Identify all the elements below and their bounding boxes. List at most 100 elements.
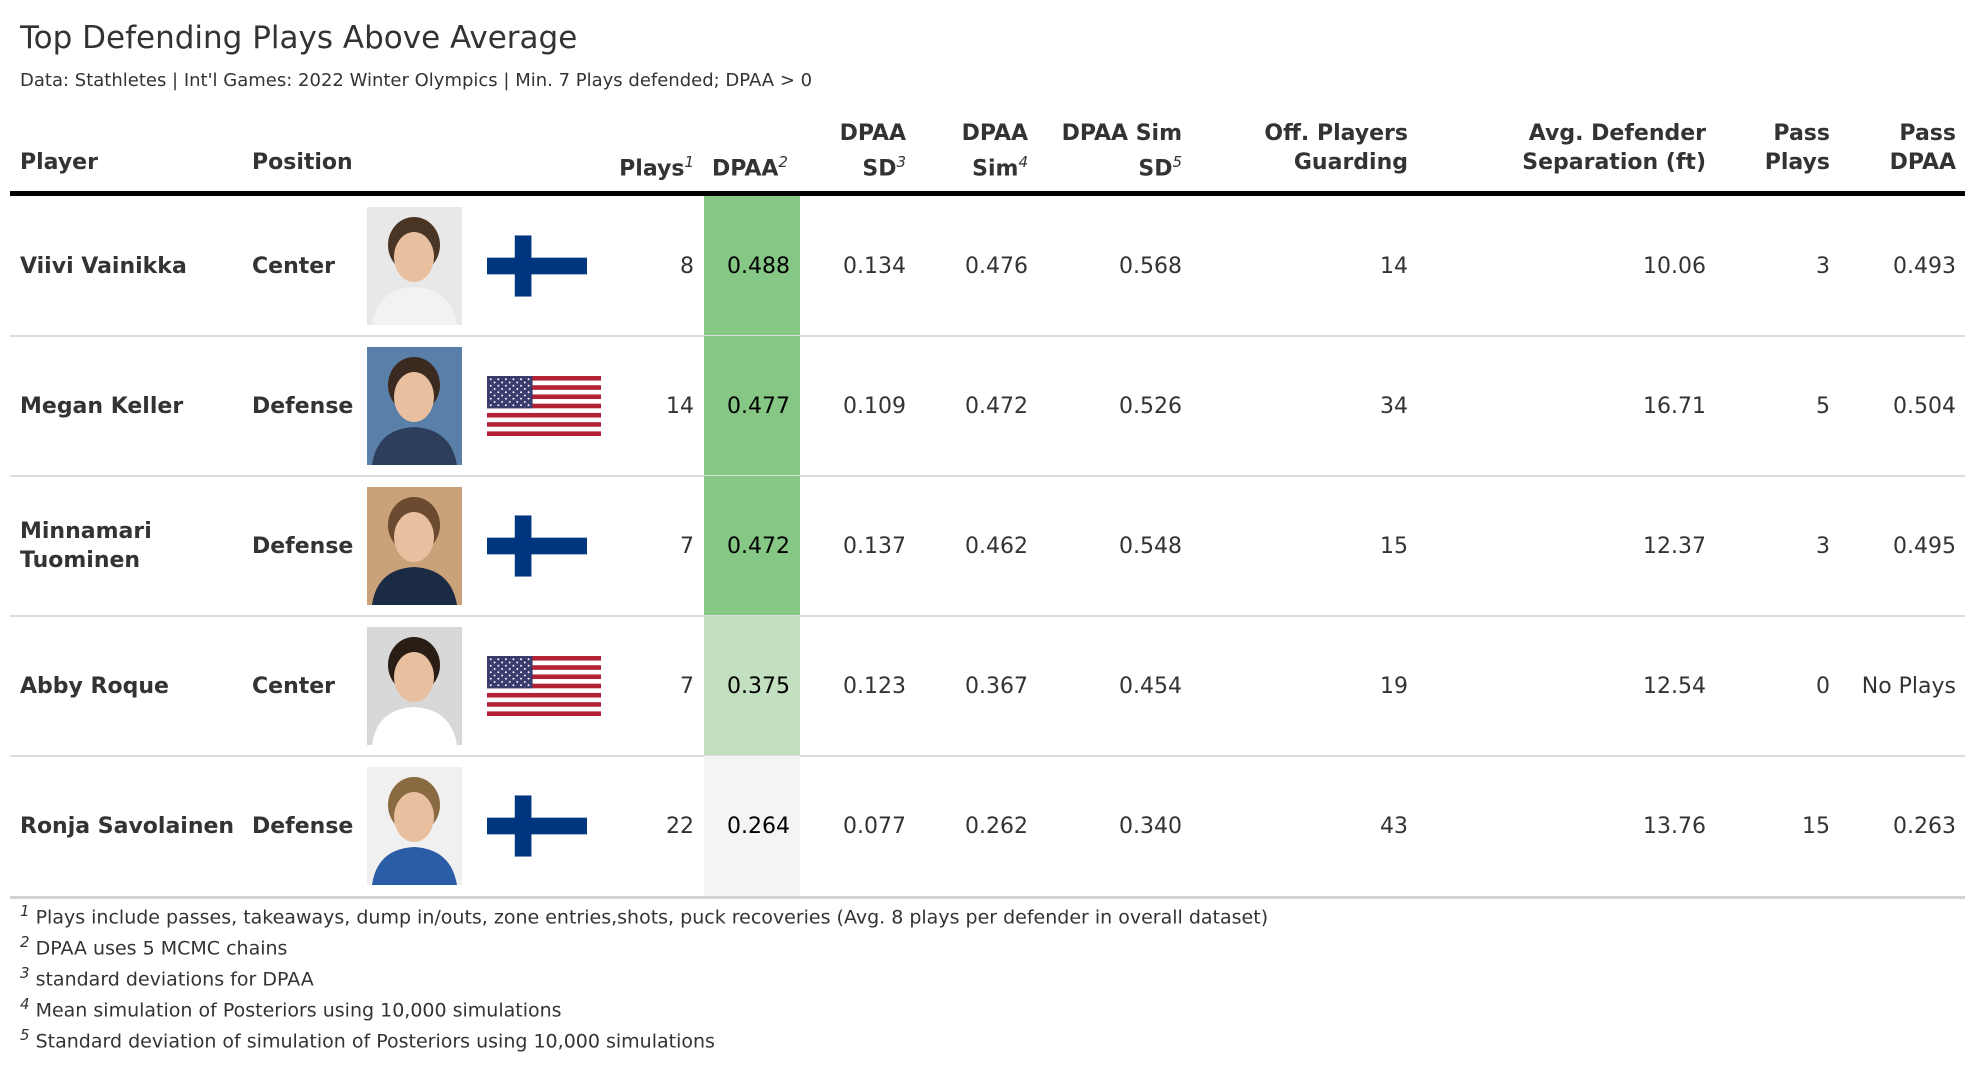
dpaa-sim-sd-value: 0.548 bbox=[1119, 534, 1182, 559]
pass-plays-value: 15 bbox=[1802, 814, 1830, 839]
dpaa-sd-value: 0.123 bbox=[843, 674, 906, 699]
player-name: Viivi Vainikka bbox=[20, 252, 250, 281]
header-dpaa-sim-sd: DPAA Sim SD5 bbox=[1061, 121, 1182, 182]
separation-value: 13.76 bbox=[1643, 814, 1706, 839]
plays-value: 7 bbox=[680, 674, 694, 699]
guarding-value: 15 bbox=[1380, 534, 1408, 559]
player-name: Ronja Savolainen bbox=[20, 812, 250, 841]
player-name: Abby Roque bbox=[20, 672, 250, 701]
dpaa-sim-value: 0.476 bbox=[965, 254, 1028, 279]
guarding-value: 34 bbox=[1380, 394, 1408, 419]
player-name-line: Minnamari bbox=[20, 519, 152, 544]
dpaa-sim-value: 0.462 bbox=[965, 534, 1028, 559]
plays-value: 22 bbox=[666, 814, 694, 839]
header-guarding: Off. Players Guarding bbox=[1264, 121, 1408, 175]
guarding-value: 43 bbox=[1380, 814, 1408, 839]
dpaa-value: 0.264 bbox=[727, 814, 790, 839]
player-name: Megan Keller bbox=[20, 392, 250, 421]
player-position: Defense bbox=[252, 534, 354, 559]
dpaa-value: 0.477 bbox=[727, 394, 790, 419]
row-divider bbox=[10, 475, 1965, 477]
player-photo bbox=[367, 767, 462, 890]
player-photo bbox=[367, 347, 462, 470]
guarding-value: 14 bbox=[1380, 254, 1408, 279]
pass-dpaa-value: 0.493 bbox=[1893, 254, 1956, 279]
pass-dpaa-value: No Plays bbox=[1861, 674, 1956, 699]
dpaa-sim-sd-value: 0.454 bbox=[1119, 674, 1182, 699]
pass-plays-value: 0 bbox=[1816, 674, 1830, 699]
pass-dpaa-value: 0.263 bbox=[1893, 814, 1956, 839]
separation-value: 12.37 bbox=[1643, 534, 1706, 559]
footnote: 1 Plays include passes, takeaways, dump … bbox=[20, 902, 1269, 929]
header-pass-plays: Pass Plays bbox=[1764, 121, 1830, 175]
header-position: Position bbox=[252, 150, 353, 175]
pass-plays-value: 5 bbox=[1816, 394, 1830, 419]
header-dpaa: DPAA2 bbox=[712, 153, 788, 182]
player-name-line: Viivi Vainikka bbox=[20, 254, 187, 279]
row-divider bbox=[10, 615, 1965, 617]
pass-dpaa-value: 0.495 bbox=[1893, 534, 1956, 559]
dpaa-cell-fill bbox=[704, 756, 800, 896]
dpaa-sim-sd-value: 0.526 bbox=[1119, 394, 1182, 419]
dpaa-sim-value: 0.472 bbox=[965, 394, 1028, 419]
player-position: Center bbox=[252, 674, 336, 699]
usa-flag-icon bbox=[487, 656, 601, 721]
dpaa-cell-fill bbox=[704, 476, 800, 616]
finland-flag-icon bbox=[487, 234, 587, 303]
header-plays: Plays1 bbox=[619, 153, 694, 182]
dpaa-value: 0.488 bbox=[727, 254, 790, 279]
dpaa-cell-fill bbox=[704, 336, 800, 476]
dpaa-sim-sd-value: 0.340 bbox=[1119, 814, 1182, 839]
pass-plays-value: 3 bbox=[1816, 254, 1830, 279]
dpaa-cell-fill bbox=[704, 616, 800, 756]
dpaa-sd-value: 0.109 bbox=[843, 394, 906, 419]
dpaa-sim-sd-value: 0.568 bbox=[1119, 254, 1182, 279]
chart-title: Top Defending Plays Above Average bbox=[20, 20, 578, 56]
separation-value: 12.54 bbox=[1643, 674, 1706, 699]
header-player: Player bbox=[20, 150, 98, 175]
plays-value: 8 bbox=[680, 254, 694, 279]
plays-value: 7 bbox=[680, 534, 694, 559]
footnote: 3 standard deviations for DPAA bbox=[20, 964, 314, 991]
header-pass-dpaa: Pass DPAA bbox=[1889, 121, 1956, 175]
dpaa-sd-value: 0.077 bbox=[843, 814, 906, 839]
player-position: Center bbox=[252, 254, 336, 279]
dpaa-sim-value: 0.262 bbox=[965, 814, 1028, 839]
footnote: 2 DPAA uses 5 MCMC chains bbox=[20, 933, 288, 960]
header-separation: Avg. Defender Separation (ft) bbox=[1522, 121, 1706, 175]
player-photo bbox=[367, 487, 462, 610]
player-position: Defense bbox=[252, 394, 354, 419]
chart-subtitle: Data: Stathletes | Int'l Games: 2022 Win… bbox=[20, 70, 813, 91]
dpaa-cell-fill bbox=[704, 196, 800, 336]
player-name: Minnamari Tuominen bbox=[20, 517, 250, 575]
dpaa-sim-value: 0.367 bbox=[965, 674, 1028, 699]
pass-plays-value: 3 bbox=[1816, 534, 1830, 559]
dpaa-value: 0.375 bbox=[727, 674, 790, 699]
player-name-line: Abby Roque bbox=[20, 674, 169, 699]
guarding-value: 19 bbox=[1380, 674, 1408, 699]
footnote: 4 Mean simulation of Posteriors using 10… bbox=[20, 995, 562, 1022]
player-photo bbox=[367, 627, 462, 750]
dpaa-sd-value: 0.137 bbox=[843, 534, 906, 559]
dpaa-value: 0.472 bbox=[727, 534, 790, 559]
plays-value: 14 bbox=[666, 394, 694, 419]
finland-flag-icon bbox=[487, 794, 587, 863]
table-bottom-rule bbox=[10, 896, 1965, 899]
header-dpaa-sim: DPAA Sim4 bbox=[961, 121, 1028, 182]
player-name-line: Tuominen bbox=[20, 548, 141, 573]
separation-value: 16.71 bbox=[1643, 394, 1706, 419]
dpaa-sd-value: 0.134 bbox=[843, 254, 906, 279]
row-divider bbox=[10, 755, 1965, 757]
header-rule bbox=[10, 191, 1965, 196]
player-position: Defense bbox=[252, 814, 354, 839]
player-name-line: Ronja Savolainen bbox=[20, 814, 235, 839]
separation-value: 10.06 bbox=[1643, 254, 1706, 279]
header-dpaa-sd: DPAA SD3 bbox=[839, 121, 906, 182]
player-name-line: Megan Keller bbox=[20, 394, 184, 419]
footnote: 5 Standard deviation of simulation of Po… bbox=[20, 1026, 715, 1053]
row-divider bbox=[10, 335, 1965, 337]
usa-flag-icon bbox=[487, 376, 601, 441]
finland-flag-icon bbox=[487, 514, 587, 583]
player-photo bbox=[367, 207, 462, 330]
